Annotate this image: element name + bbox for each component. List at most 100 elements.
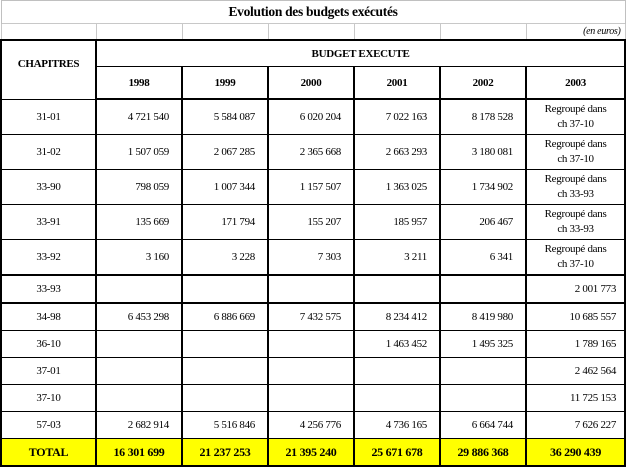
table-row: 34-98 6 453 298 6 886 669 7 432 575 8 234 41… [0,302,626,331]
value-cell: 798 059 [95,169,183,205]
value-cell [439,384,527,412]
value-cell: 1 789 165 [524,330,626,358]
value-cell: 10 685 557 [524,302,626,331]
value-cell: 3 228 [181,239,269,276]
value-cell: 8 419 980 [439,302,527,331]
table-row: 33-91 135 669 171 794 155 207 185 957 206 467… [0,204,626,240]
value-cell: 135 669 [95,204,183,240]
note-line: ch 37-10 [557,258,594,270]
note-cell: Regroupé dans ch 33-93 [524,204,626,240]
note-cell: Regroupé dans ch 33-93 [524,169,626,205]
value-cell: 3 180 081 [439,134,527,170]
value-cell: 2 663 293 [353,134,441,170]
value-cell: 206 467 [439,204,527,240]
table-row: 33-90 798 059 1 007 344 1 157 507 1 363 025 1… [0,169,626,205]
value-cell: 6 453 298 [95,302,183,331]
value-cell: 1 463 452 [353,330,441,358]
note-line: Regroupé dans [544,138,607,150]
total-value: 25 671 678 [353,438,441,467]
value-cell: 2 001 773 [524,274,626,304]
unit-label: (en euros) [525,23,626,40]
chapter-code: 36-10 [0,330,97,358]
budget-header: BUDGET EXECUTE [94,39,626,67]
value-cell: 1 495 325 [439,330,527,358]
value-cell: 5 516 846 [181,411,269,439]
value-cell [439,274,527,304]
value-cell [181,384,269,412]
value-cell: 7 626 227 [524,411,626,439]
value-cell: 171 794 [181,204,269,240]
value-cell: 1 507 059 [95,134,183,170]
note-cell: Regroupé dans ch 37-10 [524,239,626,276]
note-line: ch 33-93 [557,188,594,200]
value-cell [181,274,269,304]
chapter-code: 33-92 [0,239,97,276]
year-header: 2002 [439,66,527,100]
value-cell: 4 736 165 [353,411,441,439]
value-cell [267,274,355,304]
chapter-code: 37-10 [0,384,97,412]
value-cell: 2 067 285 [181,134,269,170]
value-cell [181,330,269,358]
value-cell: 6 020 204 [267,98,355,135]
value-cell [95,330,183,358]
year-header: 1998 [95,66,183,100]
value-cell: 155 207 [267,204,355,240]
total-value: 16 301 699 [95,438,183,467]
year-header: 2001 [353,66,441,100]
value-cell: 4 721 540 [95,98,183,135]
chapitres-header: CHAPITRES [0,39,97,100]
chapter-code: 31-01 [0,98,97,135]
note-line: Regroupé dans [544,173,607,185]
year-header: 2000 [267,66,355,100]
value-cell: 6 664 744 [439,411,527,439]
table-row: 31-01 4 721 540 5 584 087 6 020 204 7 022 16… [0,98,626,135]
table-row: 36-10 1 463 452 1 495 325 1 789 165 [0,330,626,358]
value-cell: 7 022 163 [353,98,441,135]
value-cell [267,330,355,358]
value-cell: 1 734 902 [439,169,527,205]
value-cell [95,274,183,304]
value-cell: 2 462 564 [524,357,626,385]
chapter-code: 31-02 [0,134,97,170]
value-cell: 185 957 [353,204,441,240]
value-cell: 5 584 087 [181,98,269,135]
table-title: Evolution des budgets exécutés [0,0,626,24]
value-cell: 3 160 [95,239,183,276]
value-cell: 1 157 507 [267,169,355,205]
table-row: 33-93 2 001 773 [0,274,626,304]
note-line: ch 37-10 [557,153,594,165]
value-cell: 6 886 669 [181,302,269,331]
table-row: 33-92 3 160 3 228 7 303 3 211 6 341 Regroupé d… [0,239,626,276]
chapter-code: 37-01 [0,357,97,385]
note-line: Regroupé dans [544,103,607,115]
value-cell: 3 211 [353,239,441,276]
value-cell [353,274,441,304]
year-header: 1999 [181,66,269,100]
value-cell [439,357,527,385]
chapter-code: 33-90 [0,169,97,205]
total-row: TOTAL 16 301 699 21 237 253 21 395 240 25 67… [0,438,626,467]
total-value: 29 886 368 [439,438,527,467]
note-line: ch 33-93 [557,223,594,235]
value-cell: 7 303 [267,239,355,276]
value-cell [95,384,183,412]
year-header: 2003 [524,66,626,100]
total-value: 21 395 240 [267,438,355,467]
chapter-code: 34-98 [0,302,97,331]
value-cell: 8 178 528 [439,98,527,135]
note-cell: Regroupé dans ch 37-10 [524,134,626,170]
value-cell: 11 725 153 [524,384,626,412]
value-cell: 8 234 412 [353,302,441,331]
value-cell [181,357,269,385]
note-line: Regroupé dans [544,208,607,220]
value-cell: 2 682 914 [95,411,183,439]
total-value: 36 290 439 [524,438,626,467]
note-line: Regroupé dans [544,243,607,255]
chapter-code: 57-03 [0,411,97,439]
value-cell [95,357,183,385]
table-row: 37-01 2 462 564 [0,357,626,385]
table-row: 37-10 11 725 153 [0,384,626,412]
value-cell: 1 363 025 [353,169,441,205]
